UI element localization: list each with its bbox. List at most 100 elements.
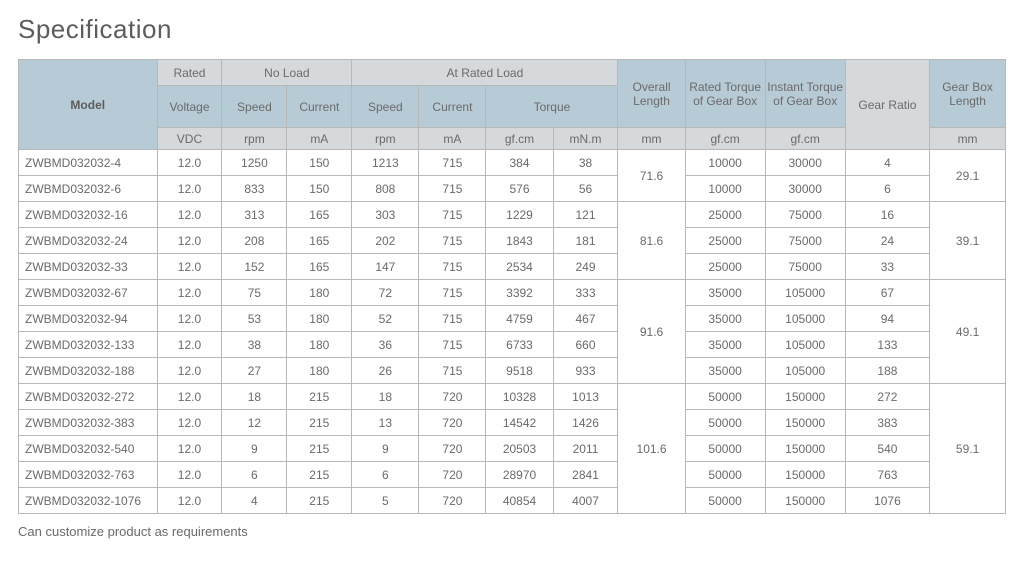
cell-model: ZWBMD032032-94 bbox=[19, 306, 158, 332]
cell-voltage: 12.0 bbox=[157, 202, 222, 228]
table-row: ZWBMD032032-612.083315080871557656100003… bbox=[19, 176, 1006, 202]
cell-model: ZWBMD032032-1076 bbox=[19, 488, 158, 514]
cell-voltage: 12.0 bbox=[157, 332, 222, 358]
cell-voltage: 12.0 bbox=[157, 436, 222, 462]
cell-rl-speed: 147 bbox=[352, 254, 419, 280]
cell-torque-mnm: 333 bbox=[553, 280, 618, 306]
cell-torque-gfcm: 9518 bbox=[486, 358, 553, 384]
cell-instant-torque: 105000 bbox=[765, 306, 845, 332]
hdr-nl-current: Current bbox=[287, 86, 352, 128]
cell-nl-speed: 27 bbox=[222, 358, 287, 384]
cell-instant-torque: 75000 bbox=[765, 228, 845, 254]
unit-mm: mm bbox=[618, 128, 685, 150]
cell-rated-torque: 25000 bbox=[685, 228, 765, 254]
cell-nl-speed: 1250 bbox=[222, 150, 287, 176]
cell-rl-current: 715 bbox=[419, 254, 486, 280]
cell-gear-ratio: 24 bbox=[845, 228, 929, 254]
cell-voltage: 12.0 bbox=[157, 254, 222, 280]
spec-body: ZWBMD032032-412.0125015012137153843871.6… bbox=[19, 150, 1006, 514]
cell-instant-torque: 105000 bbox=[765, 358, 845, 384]
cell-nl-speed: 12 bbox=[222, 410, 287, 436]
cell-nl-current: 215 bbox=[287, 410, 352, 436]
cell-model: ZWBMD032032-272 bbox=[19, 384, 158, 410]
table-row: ZWBMD032032-9412.05318052715475946735000… bbox=[19, 306, 1006, 332]
hdr-model: Model bbox=[19, 60, 158, 150]
cell-gear-ratio: 6 bbox=[845, 176, 929, 202]
unit-ma: mA bbox=[287, 128, 352, 150]
cell-rl-current: 715 bbox=[419, 228, 486, 254]
cell-rated-torque: 50000 bbox=[685, 488, 765, 514]
cell-rl-speed: 36 bbox=[352, 332, 419, 358]
cell-rl-current: 720 bbox=[419, 384, 486, 410]
cell-torque-mnm: 56 bbox=[553, 176, 618, 202]
cell-voltage: 12.0 bbox=[157, 176, 222, 202]
cell-torque-mnm: 933 bbox=[553, 358, 618, 384]
table-row: ZWBMD032032-107612.042155720408544007500… bbox=[19, 488, 1006, 514]
cell-rl-speed: 52 bbox=[352, 306, 419, 332]
cell-torque-gfcm: 4759 bbox=[486, 306, 553, 332]
table-row: ZWBMD032032-27212.0182151872010328101310… bbox=[19, 384, 1006, 410]
cell-model: ZWBMD032032-4 bbox=[19, 150, 158, 176]
cell-rated-torque: 50000 bbox=[685, 462, 765, 488]
cell-overall-length: 81.6 bbox=[618, 202, 685, 280]
cell-rl-current: 715 bbox=[419, 358, 486, 384]
cell-nl-current: 150 bbox=[287, 176, 352, 202]
unit-gfcm: gf.cm bbox=[486, 128, 553, 150]
unit-vdc: VDC bbox=[157, 128, 222, 150]
cell-torque-gfcm: 1843 bbox=[486, 228, 553, 254]
unit-gfcm3: gf.cm bbox=[765, 128, 845, 150]
cell-rl-speed: 72 bbox=[352, 280, 419, 306]
cell-model: ZWBMD032032-188 bbox=[19, 358, 158, 384]
cell-rated-torque: 50000 bbox=[685, 384, 765, 410]
cell-nl-current: 215 bbox=[287, 384, 352, 410]
cell-rl-current: 720 bbox=[419, 410, 486, 436]
cell-nl-current: 165 bbox=[287, 228, 352, 254]
hdr-rated-torque-gb: Rated Torque of Gear Box bbox=[685, 60, 765, 128]
cell-overall-length: 101.6 bbox=[618, 384, 685, 514]
hdr-torque: Torque bbox=[486, 86, 618, 128]
cell-nl-speed: 18 bbox=[222, 384, 287, 410]
cell-torque-mnm: 249 bbox=[553, 254, 618, 280]
cell-model: ZWBMD032032-383 bbox=[19, 410, 158, 436]
cell-rl-current: 715 bbox=[419, 306, 486, 332]
cell-nl-current: 180 bbox=[287, 306, 352, 332]
cell-gear-box-length: 49.1 bbox=[930, 280, 1006, 384]
cell-torque-gfcm: 20503 bbox=[486, 436, 553, 462]
cell-instant-torque: 105000 bbox=[765, 280, 845, 306]
cell-torque-gfcm: 2534 bbox=[486, 254, 553, 280]
table-row: ZWBMD032032-3312.01521651477152534249250… bbox=[19, 254, 1006, 280]
cell-rl-current: 715 bbox=[419, 150, 486, 176]
cell-rl-speed: 303 bbox=[352, 202, 419, 228]
cell-instant-torque: 150000 bbox=[765, 436, 845, 462]
cell-rl-speed: 26 bbox=[352, 358, 419, 384]
cell-model: ZWBMD032032-6 bbox=[19, 176, 158, 202]
cell-gear-ratio: 133 bbox=[845, 332, 929, 358]
cell-voltage: 12.0 bbox=[157, 358, 222, 384]
hdr-gear-ratio: Gear Ratio bbox=[845, 60, 929, 150]
table-row: ZWBMD032032-76312.0621567202897028415000… bbox=[19, 462, 1006, 488]
hdr-at-rated-load: At Rated Load bbox=[352, 60, 618, 86]
hdr-overall-length: Overall Length bbox=[618, 60, 685, 128]
cell-nl-speed: 208 bbox=[222, 228, 287, 254]
cell-rated-torque: 50000 bbox=[685, 436, 765, 462]
cell-instant-torque: 150000 bbox=[765, 462, 845, 488]
hdr-rated: Rated bbox=[157, 60, 222, 86]
cell-instant-torque: 30000 bbox=[765, 150, 845, 176]
cell-gear-box-length: 39.1 bbox=[930, 202, 1006, 280]
cell-instant-torque: 150000 bbox=[765, 410, 845, 436]
cell-torque-gfcm: 10328 bbox=[486, 384, 553, 410]
cell-nl-current: 215 bbox=[287, 436, 352, 462]
cell-rl-speed: 5 bbox=[352, 488, 419, 514]
cell-instant-torque: 105000 bbox=[765, 332, 845, 358]
unit-mnm: mN.m bbox=[553, 128, 618, 150]
cell-torque-mnm: 181 bbox=[553, 228, 618, 254]
cell-torque-mnm: 660 bbox=[553, 332, 618, 358]
cell-voltage: 12.0 bbox=[157, 462, 222, 488]
cell-torque-mnm: 38 bbox=[553, 150, 618, 176]
cell-nl-current: 215 bbox=[287, 488, 352, 514]
cell-voltage: 12.0 bbox=[157, 384, 222, 410]
cell-rl-speed: 9 bbox=[352, 436, 419, 462]
cell-rl-speed: 18 bbox=[352, 384, 419, 410]
cell-nl-current: 215 bbox=[287, 462, 352, 488]
cell-gear-ratio: 540 bbox=[845, 436, 929, 462]
